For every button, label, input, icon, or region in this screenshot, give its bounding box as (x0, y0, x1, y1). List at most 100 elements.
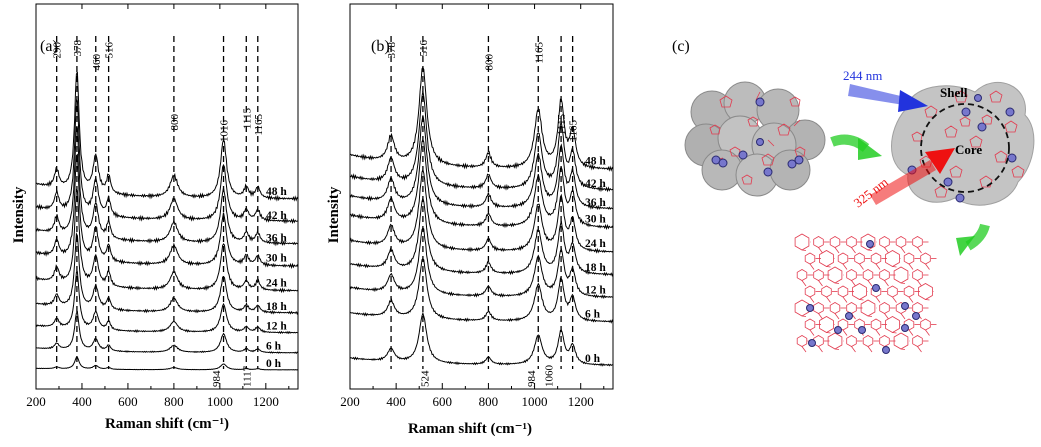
sphere (834, 326, 842, 334)
framework-bond (818, 280, 823, 287)
series-label: 18 h (585, 262, 606, 274)
framework-bond (925, 263, 930, 270)
guest-spheres (907, 94, 1017, 203)
framework-bond (900, 348, 906, 350)
framework-bond (801, 249, 807, 251)
laser-244-label: 244 nm (843, 68, 882, 83)
framework-cage (893, 332, 909, 350)
framework-bond (859, 299, 864, 301)
framework-bond (917, 280, 922, 287)
framework-cage (903, 252, 915, 265)
peak-label: 800 (169, 114, 181, 131)
y-axis-label: Intensity (11, 186, 27, 243)
sphere (961, 107, 971, 117)
peak-label: 1165 (253, 114, 265, 136)
sphere (1007, 153, 1017, 163)
plot-frame (35, 3, 299, 390)
framework-bond (851, 247, 856, 254)
x-tick-label: 600 (433, 394, 453, 409)
sphere (718, 158, 728, 168)
framework-bond (826, 266, 831, 268)
series-label: 42 h (585, 178, 606, 190)
peak-label: 1115 (241, 108, 253, 130)
panel-label: (b) (371, 38, 390, 55)
spectrum-line (349, 257, 614, 324)
x-tick-label: 400 (386, 394, 406, 409)
framework-cage (918, 283, 933, 300)
framework-bond (917, 346, 922, 353)
peak-label: 460 (91, 54, 103, 71)
framework-bond (834, 247, 840, 254)
framework-bond (809, 329, 815, 336)
sphere (858, 326, 866, 334)
spectrum-line (35, 126, 299, 247)
x-tick-label: 1200 (568, 394, 594, 409)
peak-label: 516 (104, 42, 116, 59)
framework-cage (893, 266, 909, 284)
framework-bond (892, 296, 897, 303)
x-tick-label: 1000 (207, 394, 233, 409)
spectrum-line (349, 311, 614, 367)
x-axis-label: Raman shift (cm⁻¹) (105, 416, 229, 432)
sphere (912, 312, 920, 320)
framework-cage (862, 335, 874, 347)
framework-bond (851, 346, 856, 353)
core-label: Core (955, 142, 982, 157)
framework-bond (900, 313, 906, 320)
framework-bond (884, 313, 889, 320)
transform-arrow-head (858, 138, 882, 160)
framework-bond (884, 247, 889, 254)
sphere (763, 167, 773, 177)
x-tick-label: 200 (340, 394, 360, 409)
framework-bond (900, 282, 906, 284)
framework-cage (912, 302, 923, 314)
y-axis-label: Intensity (326, 186, 342, 243)
framework-cage (846, 269, 857, 281)
peak-label: 1165 (533, 42, 545, 64)
framework-cage (827, 266, 843, 284)
framework-bond (801, 280, 807, 287)
framework-cage (852, 283, 867, 300)
sphere (845, 312, 853, 320)
framework-cage (879, 236, 890, 248)
peak-label-bottom: 1060 (543, 365, 555, 388)
spectrum-line (35, 99, 299, 225)
framework-bond (842, 296, 848, 303)
framework-bond (867, 280, 873, 287)
sphere (974, 94, 982, 102)
framework-bond (892, 266, 897, 268)
peak-label-bottom: 524 (420, 370, 432, 387)
framework-cage (912, 236, 923, 248)
sphere (755, 97, 765, 107)
sphere (872, 284, 880, 292)
framework-bond (867, 249, 873, 251)
spectrum-line (35, 310, 299, 355)
peak-label: 516 (418, 40, 430, 57)
series-label: 30 h (585, 214, 606, 226)
framework-cage (920, 318, 931, 331)
transform-arrow-head (956, 236, 975, 256)
framework-bond (859, 263, 864, 270)
sphere (866, 240, 874, 248)
series-label: 12 h (585, 285, 606, 297)
framework-bond (809, 296, 815, 303)
framework-cage (837, 285, 849, 298)
framework-cage (821, 285, 832, 298)
series-label: 6 h (266, 340, 282, 352)
framework-bond (801, 315, 807, 317)
series-label: 18 h (266, 301, 287, 313)
framework-cage (887, 285, 898, 298)
framework-cage (862, 269, 874, 281)
spectrum-line (349, 168, 614, 254)
sphere (1005, 107, 1015, 117)
sphere (882, 346, 890, 354)
peak-label-bottom: 1117 (242, 365, 254, 387)
peak-label-bottom: 984 (526, 370, 538, 387)
framework-cage (829, 302, 841, 314)
framework-cage (846, 335, 857, 347)
framework-bond (834, 282, 840, 284)
sphere (787, 159, 797, 169)
series-label: 6 h (585, 309, 601, 321)
sphere (808, 339, 816, 347)
